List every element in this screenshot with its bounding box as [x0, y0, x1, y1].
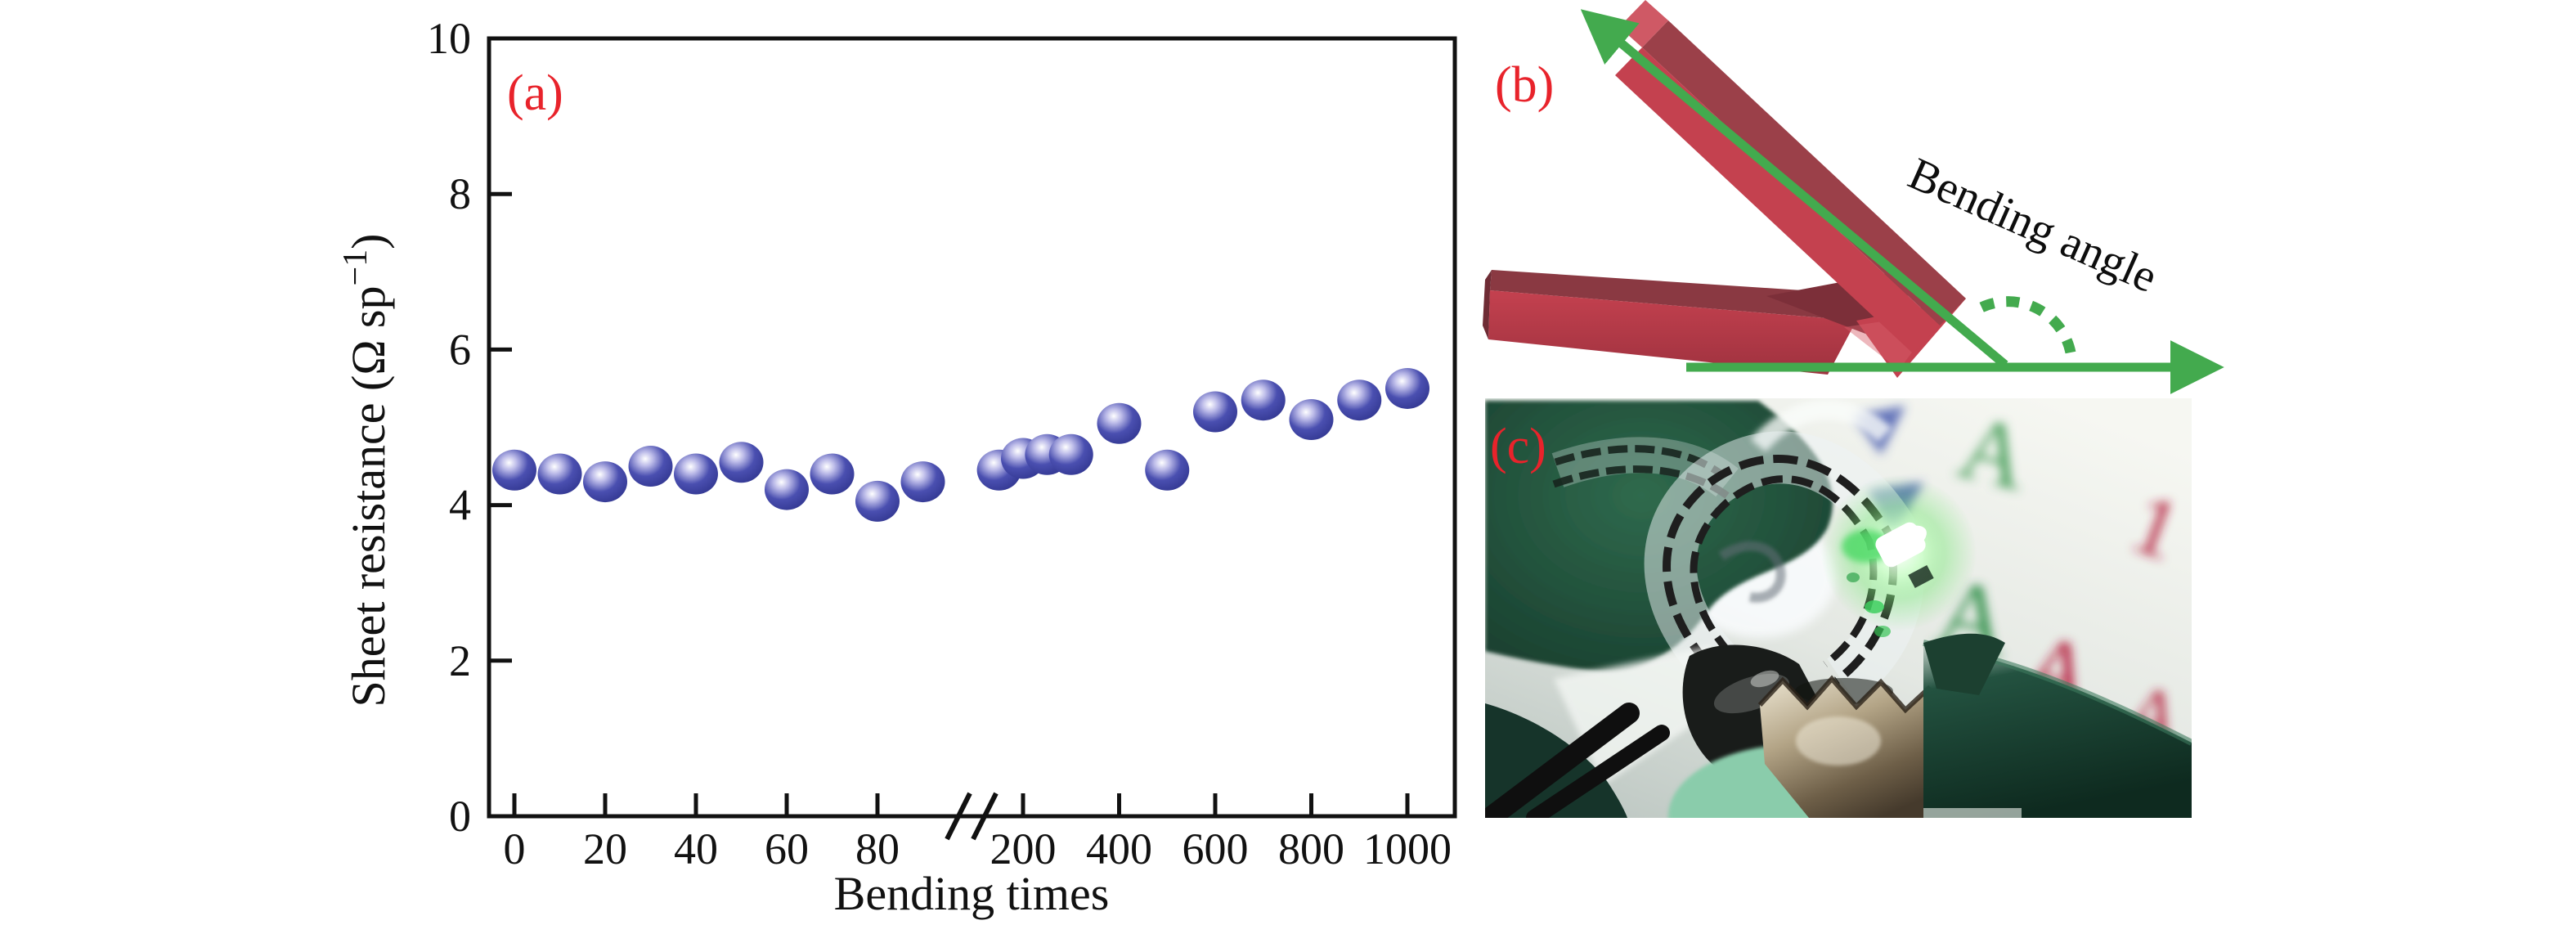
- panel-c-photo: A 1 A A A M 1: [1485, 398, 2192, 818]
- clip-cable: [1485, 703, 1640, 818]
- ribbon-lower-top-face: [1490, 270, 1889, 321]
- data-point: [1385, 367, 1429, 409]
- bottom-sliver: [1923, 808, 2022, 818]
- x-tick-label: 600: [1183, 824, 1249, 873]
- led-reflection: [1865, 600, 1884, 613]
- data-point: [628, 446, 673, 487]
- data-point: [810, 453, 855, 495]
- panel-b-label: (b): [1495, 57, 1554, 113]
- x-tick-label: 80: [855, 824, 900, 873]
- y-axis-title-superscript: −1: [337, 249, 375, 286]
- data-point: [1337, 379, 1382, 421]
- x-tick-label: 40: [674, 824, 718, 873]
- axis-break-slash: [945, 792, 972, 841]
- panel-a-label: (a): [507, 65, 563, 121]
- data-point: [674, 453, 718, 495]
- alligator-jaw-teeth-edge: [1757, 675, 1954, 716]
- film-tail-trace: [1552, 465, 1730, 499]
- left-clip-glint: [1750, 670, 1779, 688]
- film-tail-trace: [1554, 445, 1726, 479]
- panel-b-diagram: Bending angle (b): [1483, 0, 2224, 394]
- alligator-jaw-highlight: [1796, 716, 1881, 766]
- x-axis-ticks: 0 20 40 60 80 200 400 600 800 1000: [504, 793, 1452, 873]
- bending-direction-arrow: [1580, 9, 2008, 369]
- data-point: [719, 442, 764, 483]
- x-tick-label: 1000: [1363, 824, 1452, 873]
- data-point: [537, 453, 582, 495]
- x-tick-label: 0: [504, 824, 526, 873]
- led-contact: [1908, 564, 1934, 589]
- x-tick-label: 60: [765, 824, 809, 873]
- y-tick-label: 0: [449, 792, 471, 841]
- y-tick-label: 4: [449, 481, 471, 530]
- data-points: [492, 367, 1429, 522]
- panel-a-chart: 0 2 4 6 8 10 0 20 40 60 80 200 400 600 800 1000 (a) Be…: [337, 14, 1457, 920]
- led-reflection: [1847, 573, 1860, 582]
- x-axis-title: Bending times: [834, 867, 1110, 920]
- data-point: [583, 461, 627, 503]
- data-point: [1145, 449, 1190, 491]
- data-point: [855, 480, 900, 522]
- data-point: [765, 469, 809, 510]
- led-core-streak: [1887, 525, 1927, 555]
- data-point: [1048, 433, 1093, 475]
- data-point: [1097, 402, 1142, 444]
- y-tick-label: 10: [427, 14, 471, 63]
- data-point: [900, 461, 945, 503]
- ribbon-upper-bright-band: [1615, 47, 1940, 353]
- x-tick-label: 800: [1278, 824, 1344, 873]
- ribbon-upper-dark-band: [1642, 20, 1966, 326]
- y-axis-title-text: Sheet resistance (Ω sp: [342, 286, 395, 707]
- y-tick-label: 6: [449, 325, 471, 374]
- axis-break-slash: [971, 792, 999, 841]
- panel-c-label: (c): [1490, 419, 1546, 474]
- ribbon-lower-front-face: [1488, 290, 1856, 375]
- glyph-through-film: [1718, 541, 1786, 603]
- clip-handle-tip: [1923, 633, 2005, 695]
- clip-cable: [1526, 725, 1670, 818]
- plot-frame: [487, 36, 1457, 819]
- data-point: [492, 449, 536, 491]
- y-axis-title-close: ): [342, 233, 395, 249]
- ribbon-lower-end-cap: [1483, 270, 1492, 339]
- x-tick-label: 400: [1086, 824, 1152, 873]
- y-axis-ticks: 0 2 4 6 8 10: [427, 14, 512, 841]
- data-point: [1193, 391, 1237, 433]
- x-tick-label: 200: [990, 824, 1057, 873]
- data-point: [1289, 398, 1334, 440]
- y-axis-title: Sheet resistance (Ω sp−1): [337, 233, 395, 707]
- angle-arc-dotted: [1969, 296, 2076, 354]
- axis-break-marks: [945, 792, 999, 841]
- y-tick-label: 2: [449, 636, 471, 685]
- data-point: [1241, 379, 1286, 421]
- x-tick-label: 20: [583, 824, 627, 873]
- led-reflection: [1874, 626, 1891, 637]
- clip-handle: [1923, 643, 2192, 818]
- y-tick-label: 8: [449, 169, 471, 218]
